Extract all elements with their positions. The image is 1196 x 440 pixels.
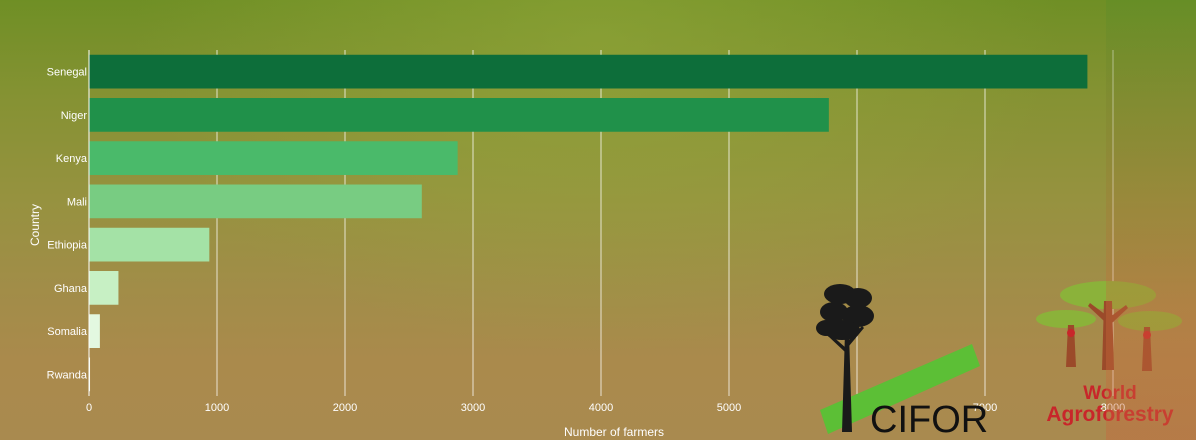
y-tick-label: Ethiopia [47,240,88,252]
x-tick-label: 4000 [589,402,613,414]
bar-ethiopia [89,227,210,262]
y-axis-title: Country [28,204,42,246]
bars [89,54,1088,392]
x-tick-label: 0 [86,402,92,414]
x-tick-label: 7000 [973,402,997,414]
x-axis-title: Number of farmers [564,425,664,439]
y-tick-label: Ghana [54,283,88,295]
x-tick-label: 5000 [717,402,741,414]
cifor-green-band [820,344,980,434]
world-wordmark: World [1083,383,1136,404]
y-tick-labels: Senegal Niger Kenya Mali Ethiopia Ghana Somali… [47,67,88,382]
bar-mali [89,184,422,219]
bar-rwanda [89,357,91,392]
x-tick-label: 1000 [205,402,229,414]
x-tick-label: 8000 [1101,402,1125,414]
x-tick-label: 2000 [333,402,357,414]
y-tick-label: Somalia [47,326,88,338]
world-agroforestry-logo: World Agroforestry [1036,281,1182,426]
agroforestry-wordmark: Agroforestry [1046,403,1174,426]
y-tick-label: Rwanda [47,369,88,381]
bar-somalia [89,314,100,348]
tree-icon [816,284,874,432]
cifor-logo: CIFOR [816,284,987,440]
y-tick-label: Mali [67,196,87,208]
x-tick-label: 3000 [461,402,485,414]
bar-senegal [89,54,1088,89]
y-tick-label: Niger [61,110,88,122]
y-tick-label: Senegal [47,67,87,79]
acacia-trees-icon [1036,281,1182,371]
cifor-wordmark: CIFOR [870,399,987,440]
y-tick-label: Kenya [56,153,88,165]
bar-ghana [89,271,119,305]
bar-niger [89,98,829,132]
bar-kenya [89,141,458,175]
